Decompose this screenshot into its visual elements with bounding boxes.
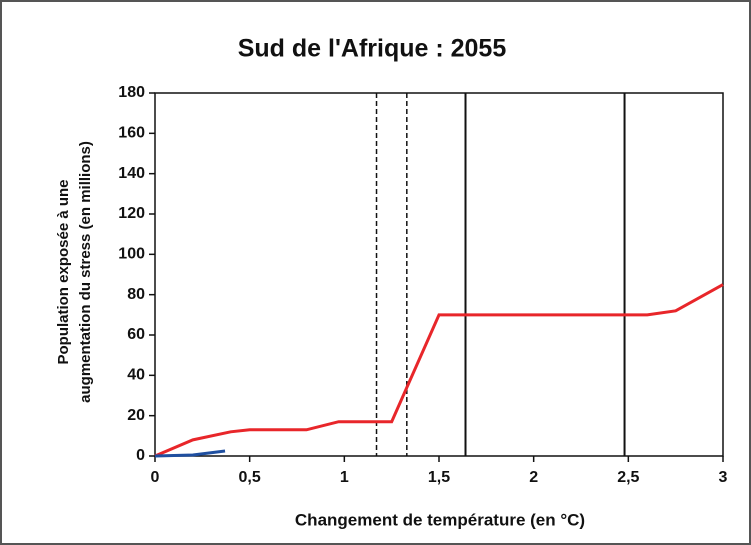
data-line [154,283,724,458]
y-axis-label-line: Population exposée à une [55,179,72,364]
x-tick-label: 3 [719,469,728,486]
data-line [154,449,226,458]
y-tick-label: 80 [127,286,145,303]
y-tick-label: 160 [118,125,145,142]
y-tick-label: 140 [118,165,145,182]
x-tick-label: 2,5 [617,469,639,486]
y-tick-label: 60 [127,326,145,343]
x-tick-label: 0 [151,469,160,486]
x-tick-label: 1,5 [428,469,450,486]
y-tick-label: 0 [136,447,145,464]
y-axis-label: Population exposée à une augmentation du… [55,141,94,403]
x-tick-label: 2 [529,469,538,486]
y-axis-label-line: augmentation du stress (en millions) [77,141,94,403]
y-tick-label: 100 [118,246,145,263]
x-tick-label: 1 [340,469,349,486]
chart-title: Sud de l'Afrique : 2055 [238,35,507,63]
x-axis-label: Changement de température (en °C) [295,510,585,529]
y-tick-label: 20 [127,407,145,424]
x-tick-label: 0,5 [239,469,261,486]
y-tick-label: 120 [118,205,145,222]
y-tick-label: 40 [127,367,145,384]
y-tick-label: 180 [118,84,145,101]
